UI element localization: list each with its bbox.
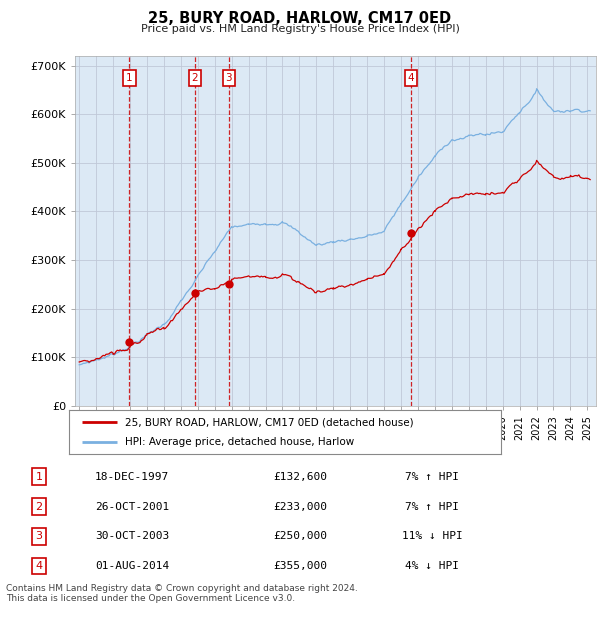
Text: £132,600: £132,600 (273, 472, 327, 482)
Text: 4% ↓ HPI: 4% ↓ HPI (405, 561, 459, 571)
Text: 1: 1 (35, 472, 43, 482)
Text: 25, BURY ROAD, HARLOW, CM17 0ED (detached house): 25, BURY ROAD, HARLOW, CM17 0ED (detache… (125, 417, 414, 427)
Text: 4: 4 (35, 561, 43, 571)
Text: 4: 4 (407, 73, 414, 82)
Text: 1: 1 (126, 73, 133, 82)
Text: 18-DEC-1997: 18-DEC-1997 (95, 472, 169, 482)
Text: Price paid vs. HM Land Registry's House Price Index (HPI): Price paid vs. HM Land Registry's House … (140, 24, 460, 33)
Text: 3: 3 (35, 531, 43, 541)
Text: 01-AUG-2014: 01-AUG-2014 (95, 561, 169, 571)
Text: £250,000: £250,000 (273, 531, 327, 541)
Text: 25, BURY ROAD, HARLOW, CM17 0ED: 25, BURY ROAD, HARLOW, CM17 0ED (148, 11, 452, 26)
Text: 2: 2 (35, 502, 43, 512)
Text: 30-OCT-2003: 30-OCT-2003 (95, 531, 169, 541)
Text: 26-OCT-2001: 26-OCT-2001 (95, 502, 169, 512)
Text: 2: 2 (191, 73, 198, 82)
Text: £355,000: £355,000 (273, 561, 327, 571)
Text: 3: 3 (226, 73, 232, 82)
Text: £233,000: £233,000 (273, 502, 327, 512)
Text: Contains HM Land Registry data © Crown copyright and database right 2024.
This d: Contains HM Land Registry data © Crown c… (6, 584, 358, 603)
Text: 7% ↑ HPI: 7% ↑ HPI (405, 472, 459, 482)
Text: 7% ↑ HPI: 7% ↑ HPI (405, 502, 459, 512)
Text: 11% ↓ HPI: 11% ↓ HPI (401, 531, 463, 541)
Text: HPI: Average price, detached house, Harlow: HPI: Average price, detached house, Harl… (125, 437, 355, 447)
